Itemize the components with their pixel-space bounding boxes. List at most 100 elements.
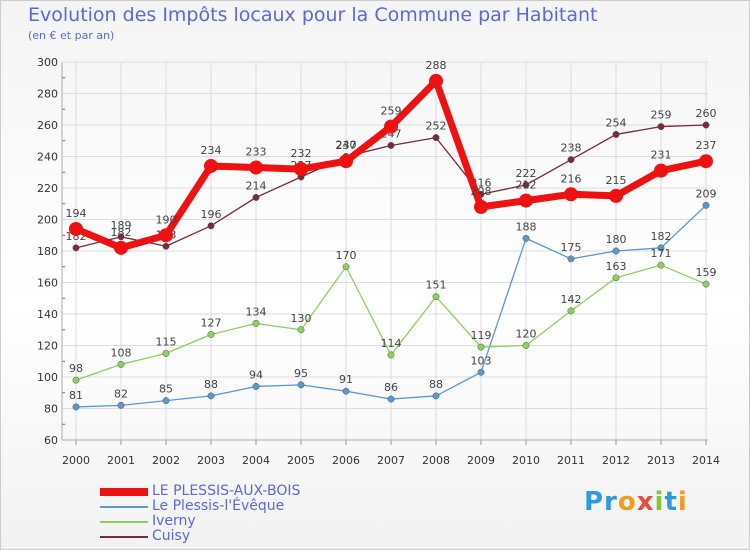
data-label: 94 bbox=[249, 368, 263, 381]
y-tick-label: 100 bbox=[37, 371, 58, 384]
data-point bbox=[252, 383, 260, 390]
data-point bbox=[567, 307, 575, 315]
legend-label: Cuisy bbox=[152, 528, 191, 544]
proxiti-logo: Proxiti bbox=[584, 487, 688, 517]
x-tick-label: 2010 bbox=[512, 454, 540, 467]
data-label: 180 bbox=[606, 233, 627, 246]
data-point bbox=[384, 119, 398, 134]
data-label: 91 bbox=[339, 373, 353, 386]
legend-item: Cuisy bbox=[100, 529, 300, 544]
data-point bbox=[522, 234, 530, 242]
y-tick-label: 60 bbox=[44, 434, 58, 447]
data-label: 188 bbox=[516, 220, 537, 233]
data-label: 215 bbox=[606, 174, 627, 187]
data-point bbox=[114, 240, 128, 255]
data-point bbox=[657, 123, 665, 131]
data-label: 86 bbox=[384, 381, 398, 394]
y-tick-label: 260 bbox=[37, 119, 58, 132]
x-tick-label: 2014 bbox=[692, 454, 720, 467]
data-point bbox=[252, 320, 260, 327]
data-label: 120 bbox=[516, 328, 537, 341]
data-point bbox=[699, 154, 713, 169]
data-point bbox=[162, 349, 170, 357]
data-label: 260 bbox=[696, 107, 717, 120]
data-point bbox=[522, 342, 530, 349]
x-tick-label: 2008 bbox=[422, 454, 450, 467]
data-point bbox=[252, 194, 260, 201]
data-label: 231 bbox=[651, 149, 672, 162]
data-point bbox=[72, 403, 80, 411]
data-label: 95 bbox=[294, 367, 308, 380]
data-label: 103 bbox=[471, 354, 492, 367]
data-point bbox=[339, 154, 353, 169]
chart-title: Evolution des Impôts locaux pour la Comm… bbox=[28, 4, 598, 26]
legend: LE PLESSIS-AUX-BOIS Le Plessis-l'Évêque Iv… bbox=[100, 484, 300, 544]
data-label: 212 bbox=[516, 179, 537, 192]
x-tick-label: 2009 bbox=[467, 454, 495, 467]
data-label: 175 bbox=[561, 241, 582, 254]
data-point bbox=[342, 387, 350, 395]
x-tick-label: 2005 bbox=[287, 454, 315, 467]
data-label: 234 bbox=[201, 144, 222, 157]
y-tick-label: 180 bbox=[37, 245, 58, 258]
data-label: 98 bbox=[69, 362, 83, 375]
data-point bbox=[117, 233, 125, 241]
legend-label: Iverny bbox=[152, 513, 196, 529]
data-point bbox=[429, 73, 443, 88]
data-label: 108 bbox=[111, 346, 132, 359]
x-tick-label: 2007 bbox=[377, 454, 405, 467]
data-point bbox=[387, 142, 395, 149]
data-label: 237 bbox=[696, 139, 717, 152]
data-point bbox=[477, 368, 485, 376]
data-label: 130 bbox=[291, 312, 312, 325]
data-point bbox=[387, 395, 395, 403]
data-label: 232 bbox=[291, 147, 312, 160]
y-tick-label: 120 bbox=[37, 340, 58, 353]
data-label: 238 bbox=[561, 142, 582, 155]
data-point bbox=[432, 293, 440, 301]
legend-item: LE PLESSIS-AUX-BOIS bbox=[100, 484, 300, 499]
legend-swatch bbox=[100, 505, 148, 508]
data-label: 114 bbox=[381, 337, 402, 350]
data-point bbox=[207, 392, 215, 400]
data-point bbox=[609, 188, 623, 203]
data-label: 196 bbox=[201, 208, 222, 221]
data-point bbox=[342, 263, 350, 271]
x-tick-label: 2002 bbox=[152, 454, 180, 467]
data-point bbox=[159, 228, 173, 243]
legend-item: Le Plessis-l'Évêque bbox=[100, 499, 300, 514]
data-point bbox=[69, 221, 83, 236]
data-label: 182 bbox=[111, 226, 132, 239]
y-tick-label: 300 bbox=[37, 56, 58, 69]
data-point bbox=[474, 199, 488, 214]
x-tick-label: 2006 bbox=[332, 454, 360, 467]
data-point bbox=[657, 261, 665, 269]
data-label: 237 bbox=[336, 139, 357, 152]
data-label: 190 bbox=[156, 213, 177, 226]
legend-swatch bbox=[100, 520, 148, 523]
data-point bbox=[294, 162, 308, 177]
data-label: 259 bbox=[381, 105, 402, 118]
data-label: 252 bbox=[426, 120, 447, 133]
x-tick-label: 2013 bbox=[647, 454, 675, 467]
data-point bbox=[477, 343, 485, 351]
data-label: 288 bbox=[426, 59, 447, 72]
data-point bbox=[297, 326, 305, 334]
chart-subtitle: (en € et par an) bbox=[28, 29, 115, 42]
data-point bbox=[702, 201, 710, 209]
data-point bbox=[387, 351, 395, 359]
data-point bbox=[432, 392, 440, 400]
data-point bbox=[117, 360, 125, 368]
data-point bbox=[117, 401, 125, 409]
data-label: 240 bbox=[336, 139, 357, 152]
data-point bbox=[522, 181, 530, 189]
legend-label: LE PLESSIS-AUX-BOIS bbox=[152, 483, 301, 499]
data-point bbox=[162, 397, 170, 405]
y-tick-label: 80 bbox=[44, 403, 58, 416]
data-point bbox=[249, 160, 263, 175]
data-label: 81 bbox=[69, 389, 83, 402]
data-label: 233 bbox=[246, 146, 267, 159]
data-label: 82 bbox=[114, 387, 128, 400]
data-label: 171 bbox=[651, 247, 672, 260]
data-label: 159 bbox=[696, 266, 717, 279]
